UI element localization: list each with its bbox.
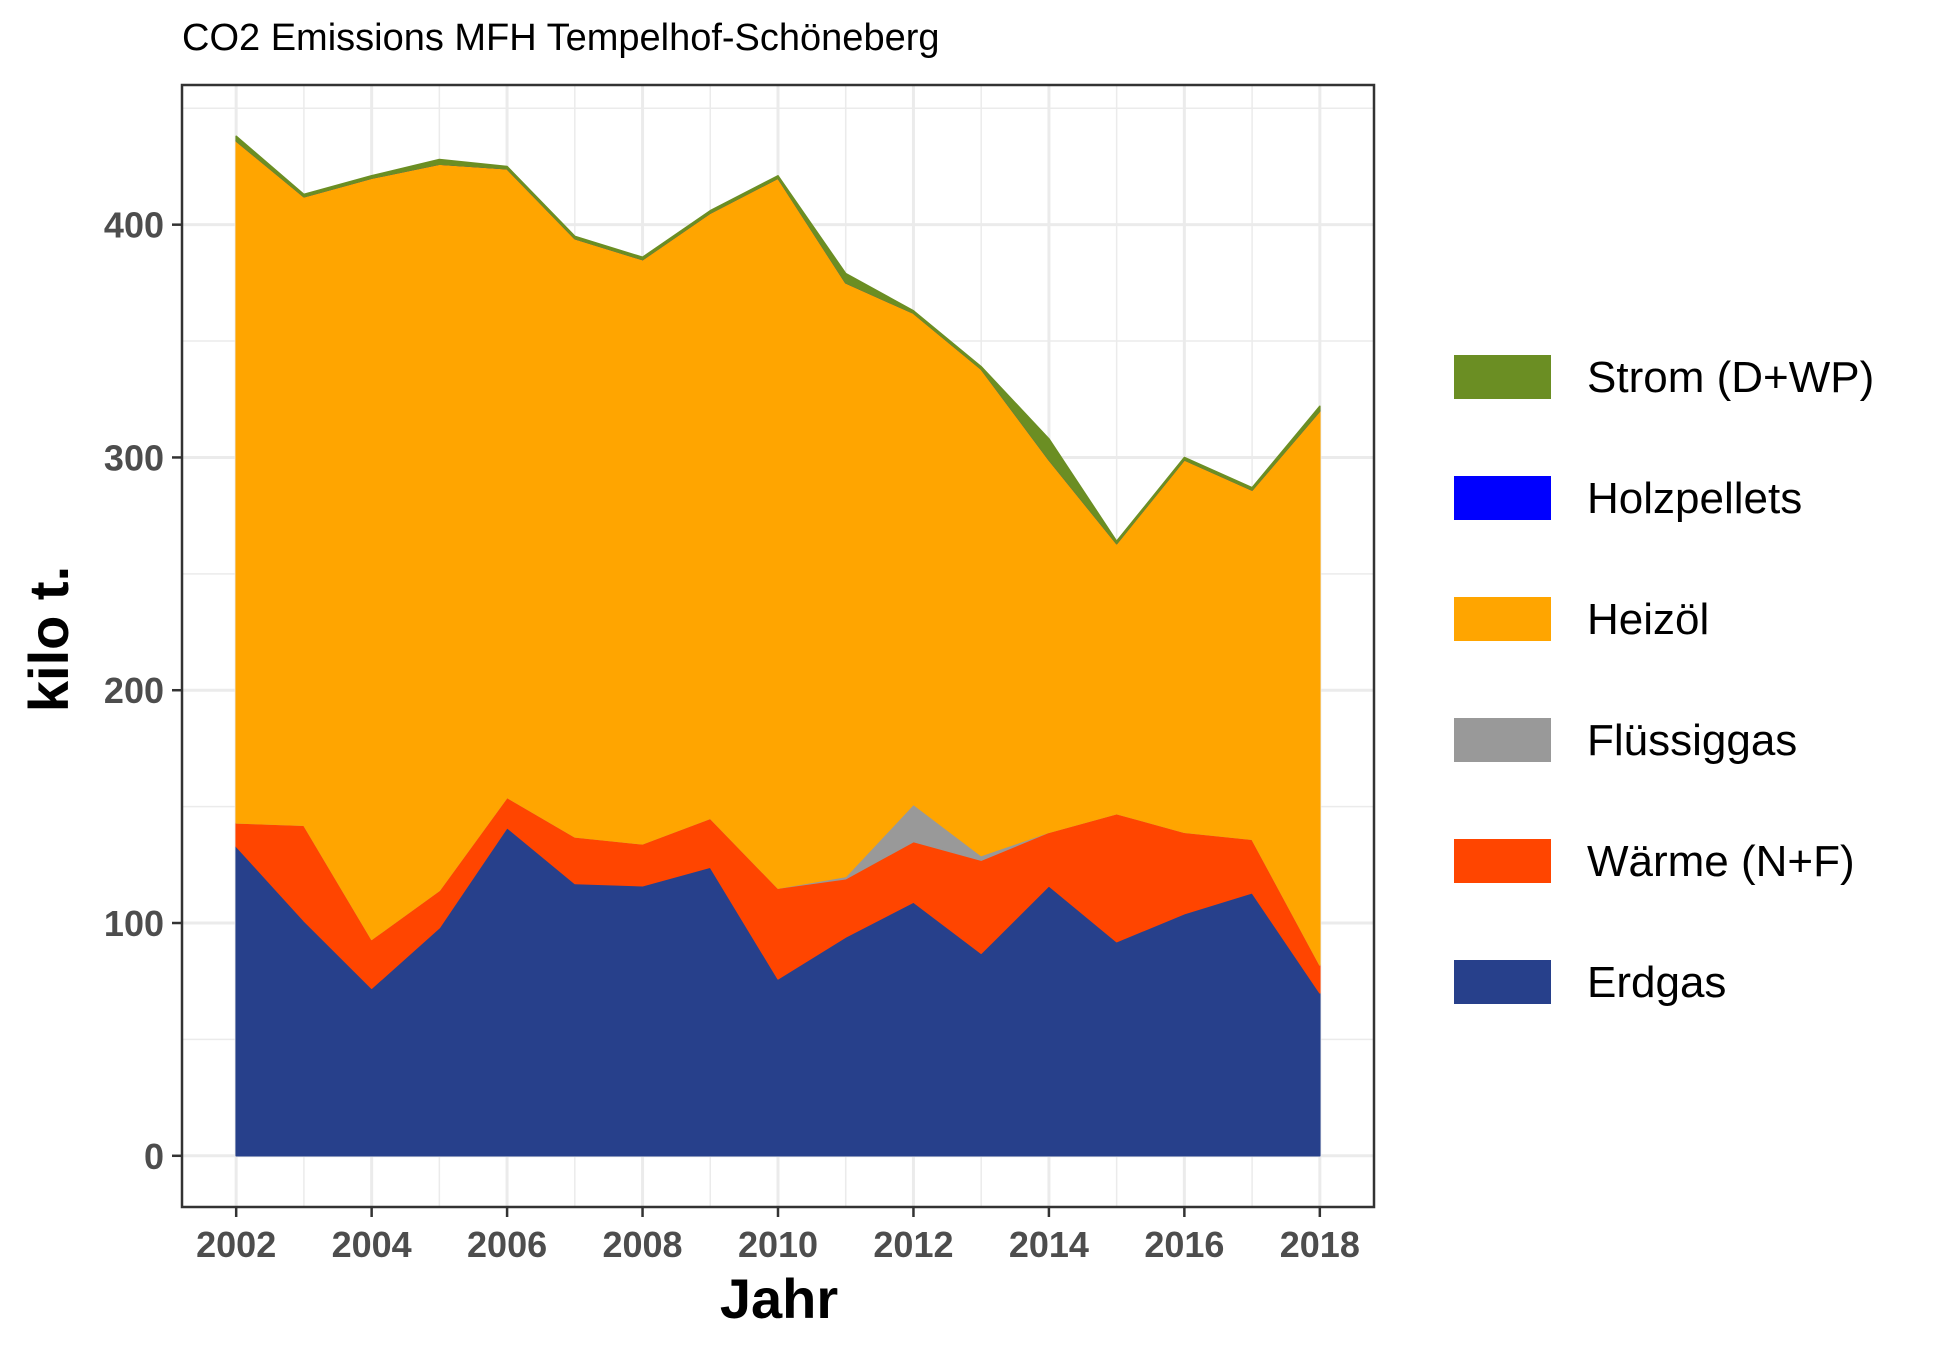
y-tick-label: 0: [144, 1136, 164, 1177]
legend-key: [1454, 476, 1551, 520]
legend-key: [1454, 839, 1551, 883]
x-tick-label: 2014: [1009, 1224, 1089, 1265]
legend-label: Flüssiggas: [1587, 716, 1797, 765]
x-tick-label: 2012: [873, 1224, 953, 1265]
legend-label: Wärme (N+F): [1587, 837, 1855, 886]
legend-label: Heizöl: [1587, 595, 1709, 644]
x-tick-label: 2004: [332, 1224, 412, 1265]
legend-key: [1454, 597, 1551, 641]
area-series-5: [235, 135, 1321, 545]
legend-label: Holzpellets: [1587, 474, 1802, 523]
legend-key: [1454, 355, 1551, 399]
x-tick-label: 2008: [602, 1224, 682, 1265]
legend-key: [1454, 718, 1551, 762]
x-tick-label: 2002: [196, 1224, 276, 1265]
x-tick-label: 2006: [467, 1224, 547, 1265]
plot-area: 0 100 200 300 400 2002 2004 2006 2008 2010 2012 201…: [104, 83, 1376, 1265]
legend: Strom (D+WP) Holzpellets Heizöl Flüssiggas W…: [1454, 353, 1874, 1007]
x-tick-label: 2016: [1144, 1224, 1224, 1265]
legend-label: Strom (D+WP): [1587, 353, 1874, 402]
chart-title: CO2 Emissions MFH Tempelhof-Schöneberg: [182, 17, 940, 59]
legend-key: [1454, 960, 1551, 1004]
x-axis-label: Jahr: [720, 1267, 838, 1330]
y-tick-label: 300: [104, 437, 164, 478]
x-tick-label: 2018: [1280, 1224, 1360, 1265]
x-tick-label: 2010: [738, 1224, 818, 1265]
y-tick-label: 200: [104, 670, 164, 711]
legend-label: Erdgas: [1587, 958, 1726, 1007]
y-axis-label: kilo t.: [17, 566, 80, 712]
y-tick-label: 100: [104, 903, 164, 944]
y-tick-label: 400: [104, 205, 164, 246]
